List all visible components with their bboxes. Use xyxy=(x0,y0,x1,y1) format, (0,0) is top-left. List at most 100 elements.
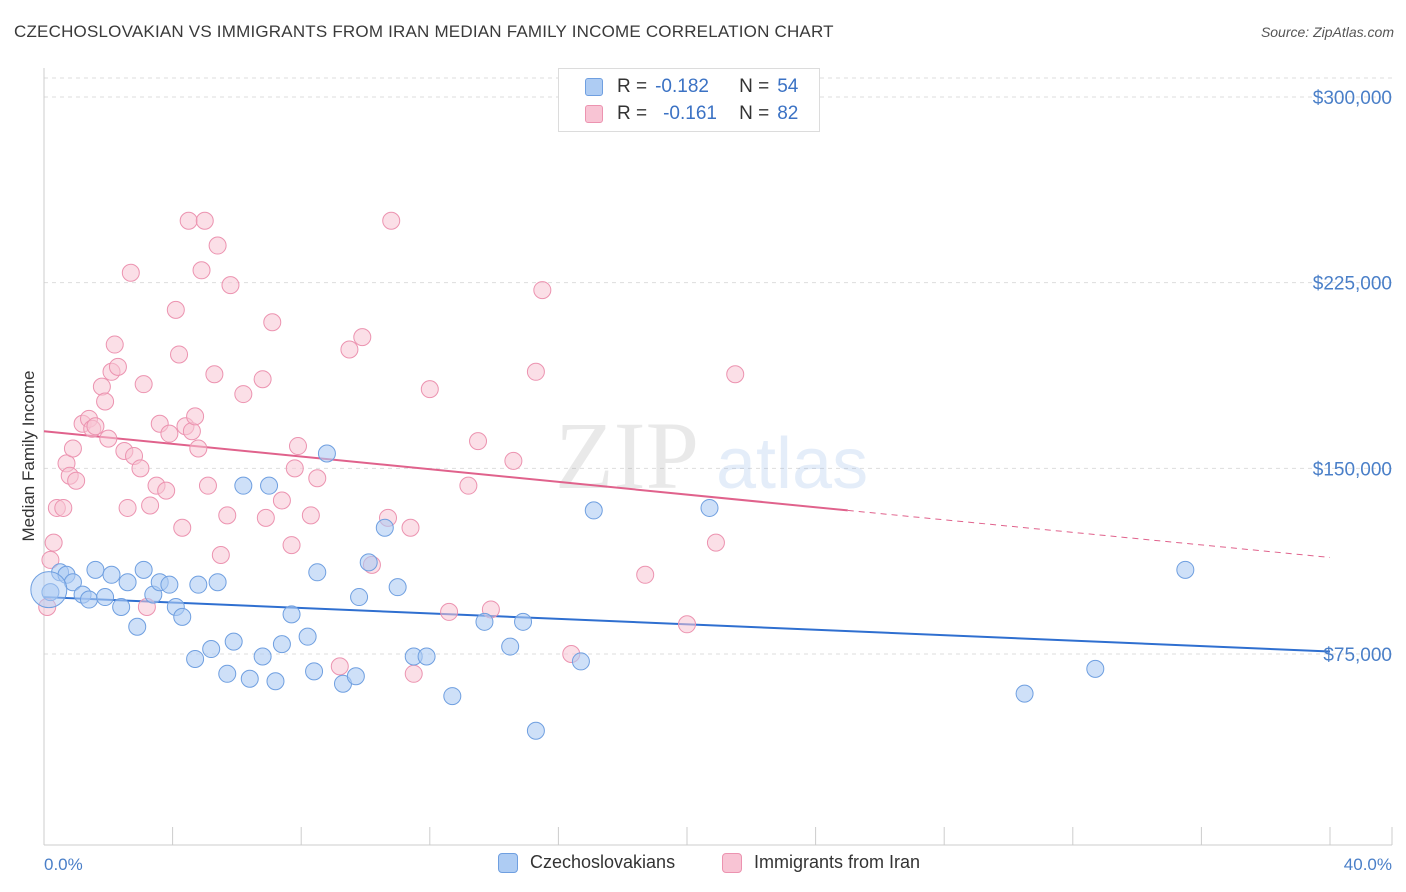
data-point-czechoslovakians xyxy=(224,632,243,651)
data-point-czechoslovakians xyxy=(526,721,545,740)
axes xyxy=(43,68,1393,846)
data-point-immigrants-iran xyxy=(340,340,359,359)
data-point-immigrants-iran xyxy=(308,469,327,488)
data-point-immigrants-iran xyxy=(533,281,552,300)
data-point-immigrants-iran xyxy=(86,417,105,436)
y-tick-label: $150,000 xyxy=(1313,459,1392,480)
data-point-immigrants-iran xyxy=(272,491,291,510)
watermark-atlas: atlas xyxy=(716,424,868,504)
y-tick-label: $225,000 xyxy=(1313,274,1392,295)
data-point-immigrants-iran xyxy=(67,471,86,490)
data-point-immigrants-iran xyxy=(166,300,185,319)
data-point-immigrants-iran xyxy=(118,498,137,517)
data-point-czechoslovakians xyxy=(160,575,179,594)
legend-swatch-pink xyxy=(585,105,603,123)
data-point-immigrants-iran xyxy=(301,506,320,525)
legend-r-label: R = xyxy=(617,76,648,97)
data-point-immigrants-iran xyxy=(195,211,214,230)
data-point-immigrants-iran xyxy=(404,664,423,683)
data-point-czechoslovakians xyxy=(86,560,105,579)
data-point-immigrants-iran xyxy=(526,362,545,381)
data-point-czechoslovakians xyxy=(1176,560,1195,579)
data-point-immigrants-iran xyxy=(401,518,420,537)
data-point-immigrants-iran xyxy=(157,481,176,500)
legend-item-czechoslovakians: Czechoslovakians xyxy=(498,852,675,873)
data-point-czechoslovakians xyxy=(571,652,590,671)
data-point-immigrants-iran xyxy=(134,375,153,394)
data-point-immigrants-iran xyxy=(288,437,307,456)
data-point-czechoslovakians xyxy=(346,667,365,686)
data-point-immigrants-iran xyxy=(382,211,401,230)
data-point-czechoslovakians xyxy=(189,575,208,594)
data-point-czechoslovakians xyxy=(118,573,137,592)
data-point-immigrants-iran xyxy=(504,451,523,470)
data-point-czechoslovakians xyxy=(375,518,394,537)
data-point-immigrants-iran xyxy=(330,657,349,676)
data-point-immigrants-iran xyxy=(105,335,124,354)
legend-n-label: N = xyxy=(739,103,770,124)
legend-n-label: N = xyxy=(739,76,770,97)
x-tick-label: 40.0% xyxy=(1344,855,1392,874)
data-point-immigrants-iran xyxy=(208,236,227,255)
data-point-immigrants-iran xyxy=(186,407,205,426)
data-point-czechoslovakians xyxy=(1086,659,1105,678)
data-point-czechoslovakians xyxy=(305,662,324,681)
x-tick-label: 0.0% xyxy=(44,855,83,874)
legend-row-immigrants-iran: R = -0.161 N = 82 xyxy=(585,101,798,127)
data-point-immigrants-iran xyxy=(170,345,189,364)
data-point-czechoslovakians xyxy=(514,612,533,631)
y-tick-labels: $75,000 $150,000 $225,000 $300,000 xyxy=(1313,88,1392,666)
series-legend: Czechoslovakians Immigrants from Iran xyxy=(0,852,1406,878)
data-point-czechoslovakians xyxy=(128,617,147,636)
data-point-immigrants-iran xyxy=(256,508,275,527)
legend-n-value: 82 xyxy=(777,103,799,124)
data-point-czechoslovakians xyxy=(272,635,291,654)
correlation-legend: R = -0.182 N = 54 R = -0.161 N = 82 xyxy=(558,68,820,132)
data-point-immigrants-iran xyxy=(218,506,237,525)
watermark-zip: ZIP xyxy=(555,402,699,509)
data-point-immigrants-iran xyxy=(192,261,211,280)
data-point-czechoslovakians xyxy=(240,669,259,688)
legend-r-value: -0.182 xyxy=(655,76,709,97)
points-czechoslovakians xyxy=(30,444,1195,740)
data-point-czechoslovakians xyxy=(112,597,131,616)
data-point-czechoslovakians xyxy=(202,640,221,659)
legend-n-value: 54 xyxy=(777,76,799,97)
legend-label-immigrants-iran: Immigrants from Iran xyxy=(754,852,921,872)
data-point-czechoslovakians xyxy=(298,627,317,646)
data-point-czechoslovakians xyxy=(266,672,285,691)
data-point-immigrants-iran xyxy=(41,550,60,569)
data-point-czechoslovakians xyxy=(96,588,115,607)
data-point-immigrants-iran xyxy=(141,496,160,515)
data-point-immigrants-iran xyxy=(253,370,272,389)
data-point-czechoslovakians xyxy=(282,605,301,624)
data-point-immigrants-iran xyxy=(420,380,439,399)
data-point-immigrants-iran xyxy=(706,533,725,552)
legend-swatch-pink xyxy=(722,852,742,873)
data-point-czechoslovakians xyxy=(417,647,436,666)
legend-r-value: -0.161 xyxy=(663,103,717,124)
data-point-immigrants-iran xyxy=(440,602,459,621)
data-point-czechoslovakians xyxy=(350,588,369,607)
trend-line-immigrants-iran xyxy=(43,430,848,512)
data-point-czechoslovakians xyxy=(218,664,237,683)
data-point-czechoslovakians xyxy=(253,647,272,666)
data-point-immigrants-iran xyxy=(285,459,304,478)
watermark: ZIP atlas xyxy=(555,402,868,509)
legend-r-label: R = xyxy=(617,103,648,124)
data-point-czechoslovakians xyxy=(260,476,279,495)
y-axis-label: Median Family Income xyxy=(19,370,38,541)
legend-row-czechoslovakians: R = -0.182 N = 54 xyxy=(585,74,798,100)
trend-line-immigrants-iran-extrapolated xyxy=(847,509,1331,558)
data-point-czechoslovakians xyxy=(186,649,205,668)
data-point-immigrants-iran xyxy=(205,365,224,384)
data-point-czechoslovakians xyxy=(359,553,378,572)
source-note: Source: ZipAtlas.com xyxy=(1260,24,1394,40)
data-point-immigrants-iran xyxy=(282,536,301,555)
data-point-immigrants-iran xyxy=(179,211,198,230)
data-point-immigrants-iran xyxy=(160,424,179,443)
data-point-immigrants-iran xyxy=(263,313,282,332)
legend-swatch-blue xyxy=(498,852,518,873)
data-point-immigrants-iran xyxy=(198,476,217,495)
